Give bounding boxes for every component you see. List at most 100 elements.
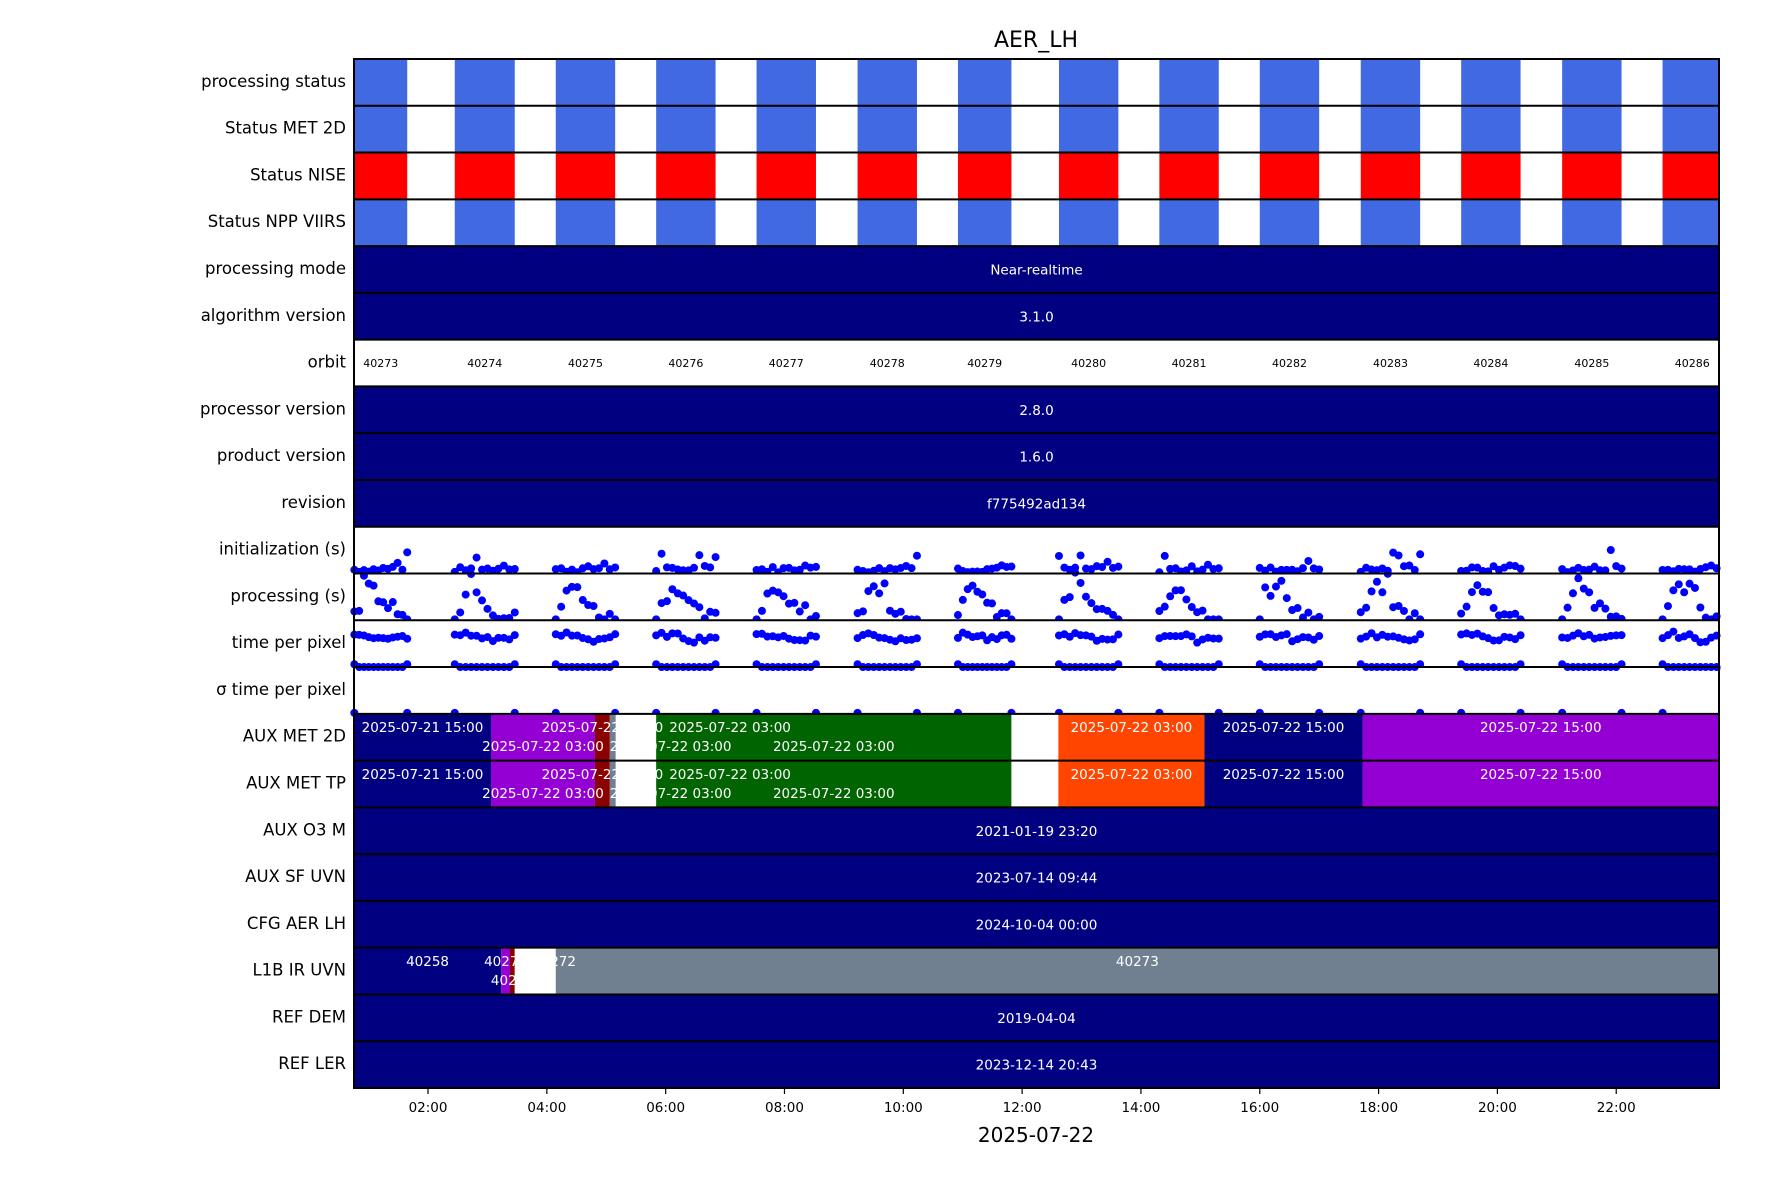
data-point: [1176, 586, 1185, 595]
x-tick-label: 10:00: [884, 1100, 923, 1116]
data-point: [912, 551, 921, 560]
row-cfg-aer-lh: CFG AER LH 2024-10-04 00:00: [247, 899, 1719, 948]
data-point: [1282, 630, 1291, 639]
data-point: [1394, 551, 1403, 560]
data-point: [1601, 566, 1610, 575]
data-point: [1416, 630, 1425, 639]
data-point: [1315, 565, 1324, 574]
segment-bar: [1058, 199, 1119, 247]
segment-label: 2025-07-22 15:00: [1480, 720, 1602, 736]
data-point: [483, 604, 492, 613]
data-point: [1098, 563, 1107, 572]
data-point: [379, 598, 388, 607]
data-point: [801, 601, 810, 610]
segment-bar: [1204, 760, 1363, 808]
data-point: [1203, 560, 1212, 569]
segment-bar: [656, 760, 1012, 808]
x-tick-label: 22:00: [1597, 1100, 1636, 1116]
segment-bar: [354, 994, 1719, 1042]
row-orbit: orbit 40273 40274 40275 40276 40277 40278 40279…: [308, 338, 1719, 387]
segment-bar: [354, 479, 1719, 527]
segment-bar: [1360, 105, 1421, 153]
orbit-label: 40284: [1473, 357, 1508, 370]
data-point: [1114, 562, 1123, 571]
row--time-per-pixel: σ time per pixel: [216, 663, 1721, 717]
row-label: algorithm version: [201, 306, 346, 325]
segment-bar: [1259, 105, 1320, 153]
x-tick-label: 16:00: [1240, 1100, 1279, 1116]
segment-bar: [1204, 713, 1363, 761]
segment-label: 2025-07-21 15:00: [362, 767, 484, 783]
data-point: [1516, 631, 1525, 640]
orbit-label: 40278: [870, 357, 905, 370]
segment-label: 2.8.0: [1019, 403, 1053, 419]
row-label: product version: [217, 446, 346, 465]
data-point: [1362, 603, 1371, 612]
data-point: [896, 607, 905, 616]
data-point: [1087, 599, 1096, 608]
row-label: AUX MET TP: [246, 773, 346, 792]
data-point: [668, 585, 677, 594]
data-point: [864, 587, 873, 596]
segment-bar: [957, 199, 1012, 247]
data-point: [403, 548, 412, 557]
data-point: [1473, 581, 1482, 590]
data-point: [1198, 606, 1207, 615]
data-point: [811, 612, 820, 621]
orbit-label: 40273: [363, 357, 398, 370]
segment-bar: [354, 105, 408, 153]
row-label: AUX O3 M: [263, 820, 346, 839]
data-point: [1690, 634, 1699, 643]
data-point: [1674, 580, 1683, 589]
row-ref-dem: REF DEM 2019-04-04: [272, 993, 1719, 1042]
data-point: [1007, 562, 1016, 571]
data-point: [461, 590, 470, 599]
segment-bar: [1662, 152, 1719, 200]
data-point: [858, 607, 867, 616]
data-point: [510, 564, 519, 573]
data-point: [1367, 587, 1376, 596]
segment-bar: [594, 713, 610, 761]
segment-bar: [609, 760, 616, 808]
row-label: AUX MET 2D: [243, 727, 346, 746]
data-point: [1266, 591, 1275, 600]
segment-bar: [454, 152, 515, 200]
segment-bar: [609, 713, 616, 761]
data-point: [403, 634, 412, 643]
orbit-label: 40280: [1071, 357, 1106, 370]
data-point: [673, 629, 682, 638]
segment-bar: [555, 105, 616, 153]
data-point: [1516, 564, 1525, 573]
segment-bar: [354, 433, 1719, 480]
segment-label: 2025-07-22 03:00: [669, 767, 791, 783]
row-algorithm-version: algorithm version 3.1.0: [201, 291, 1719, 340]
data-point: [1304, 556, 1313, 565]
row-label: initialization (s): [219, 540, 346, 559]
data-point: [757, 606, 766, 615]
data-point: [779, 592, 788, 601]
data-point: [875, 589, 884, 598]
data-point: [1410, 609, 1419, 618]
segment-bar: [656, 713, 1012, 761]
segment-bar: [1011, 760, 1059, 808]
row-label: processing status: [201, 72, 346, 91]
segment-bar: [555, 152, 616, 200]
segment-bar: [1562, 152, 1622, 200]
data-point: [1416, 550, 1425, 559]
data-point: [1399, 606, 1408, 615]
data-point: [1410, 565, 1419, 574]
segment-label: 2025-07-22 15:00: [1480, 767, 1602, 783]
data-point: [605, 609, 614, 618]
segment-label: 2025-07-22 03:00: [610, 739, 732, 755]
segment-bar: [756, 199, 816, 247]
segment-bar: [1562, 59, 1622, 106]
segment-bar: [656, 59, 716, 106]
plot-frame: [353, 58, 1720, 1089]
segment-bar: [957, 105, 1012, 153]
data-point: [1511, 609, 1520, 618]
segment-label: 40272: [533, 954, 576, 970]
segment-labels: 2025-07-21 15:00 2025-07-22 03:00 2025-07-…: [362, 720, 1602, 755]
data-point: [1282, 594, 1291, 603]
segment-labels: 2023-12-14 20:43: [976, 1058, 1098, 1074]
data-point: [706, 563, 715, 572]
